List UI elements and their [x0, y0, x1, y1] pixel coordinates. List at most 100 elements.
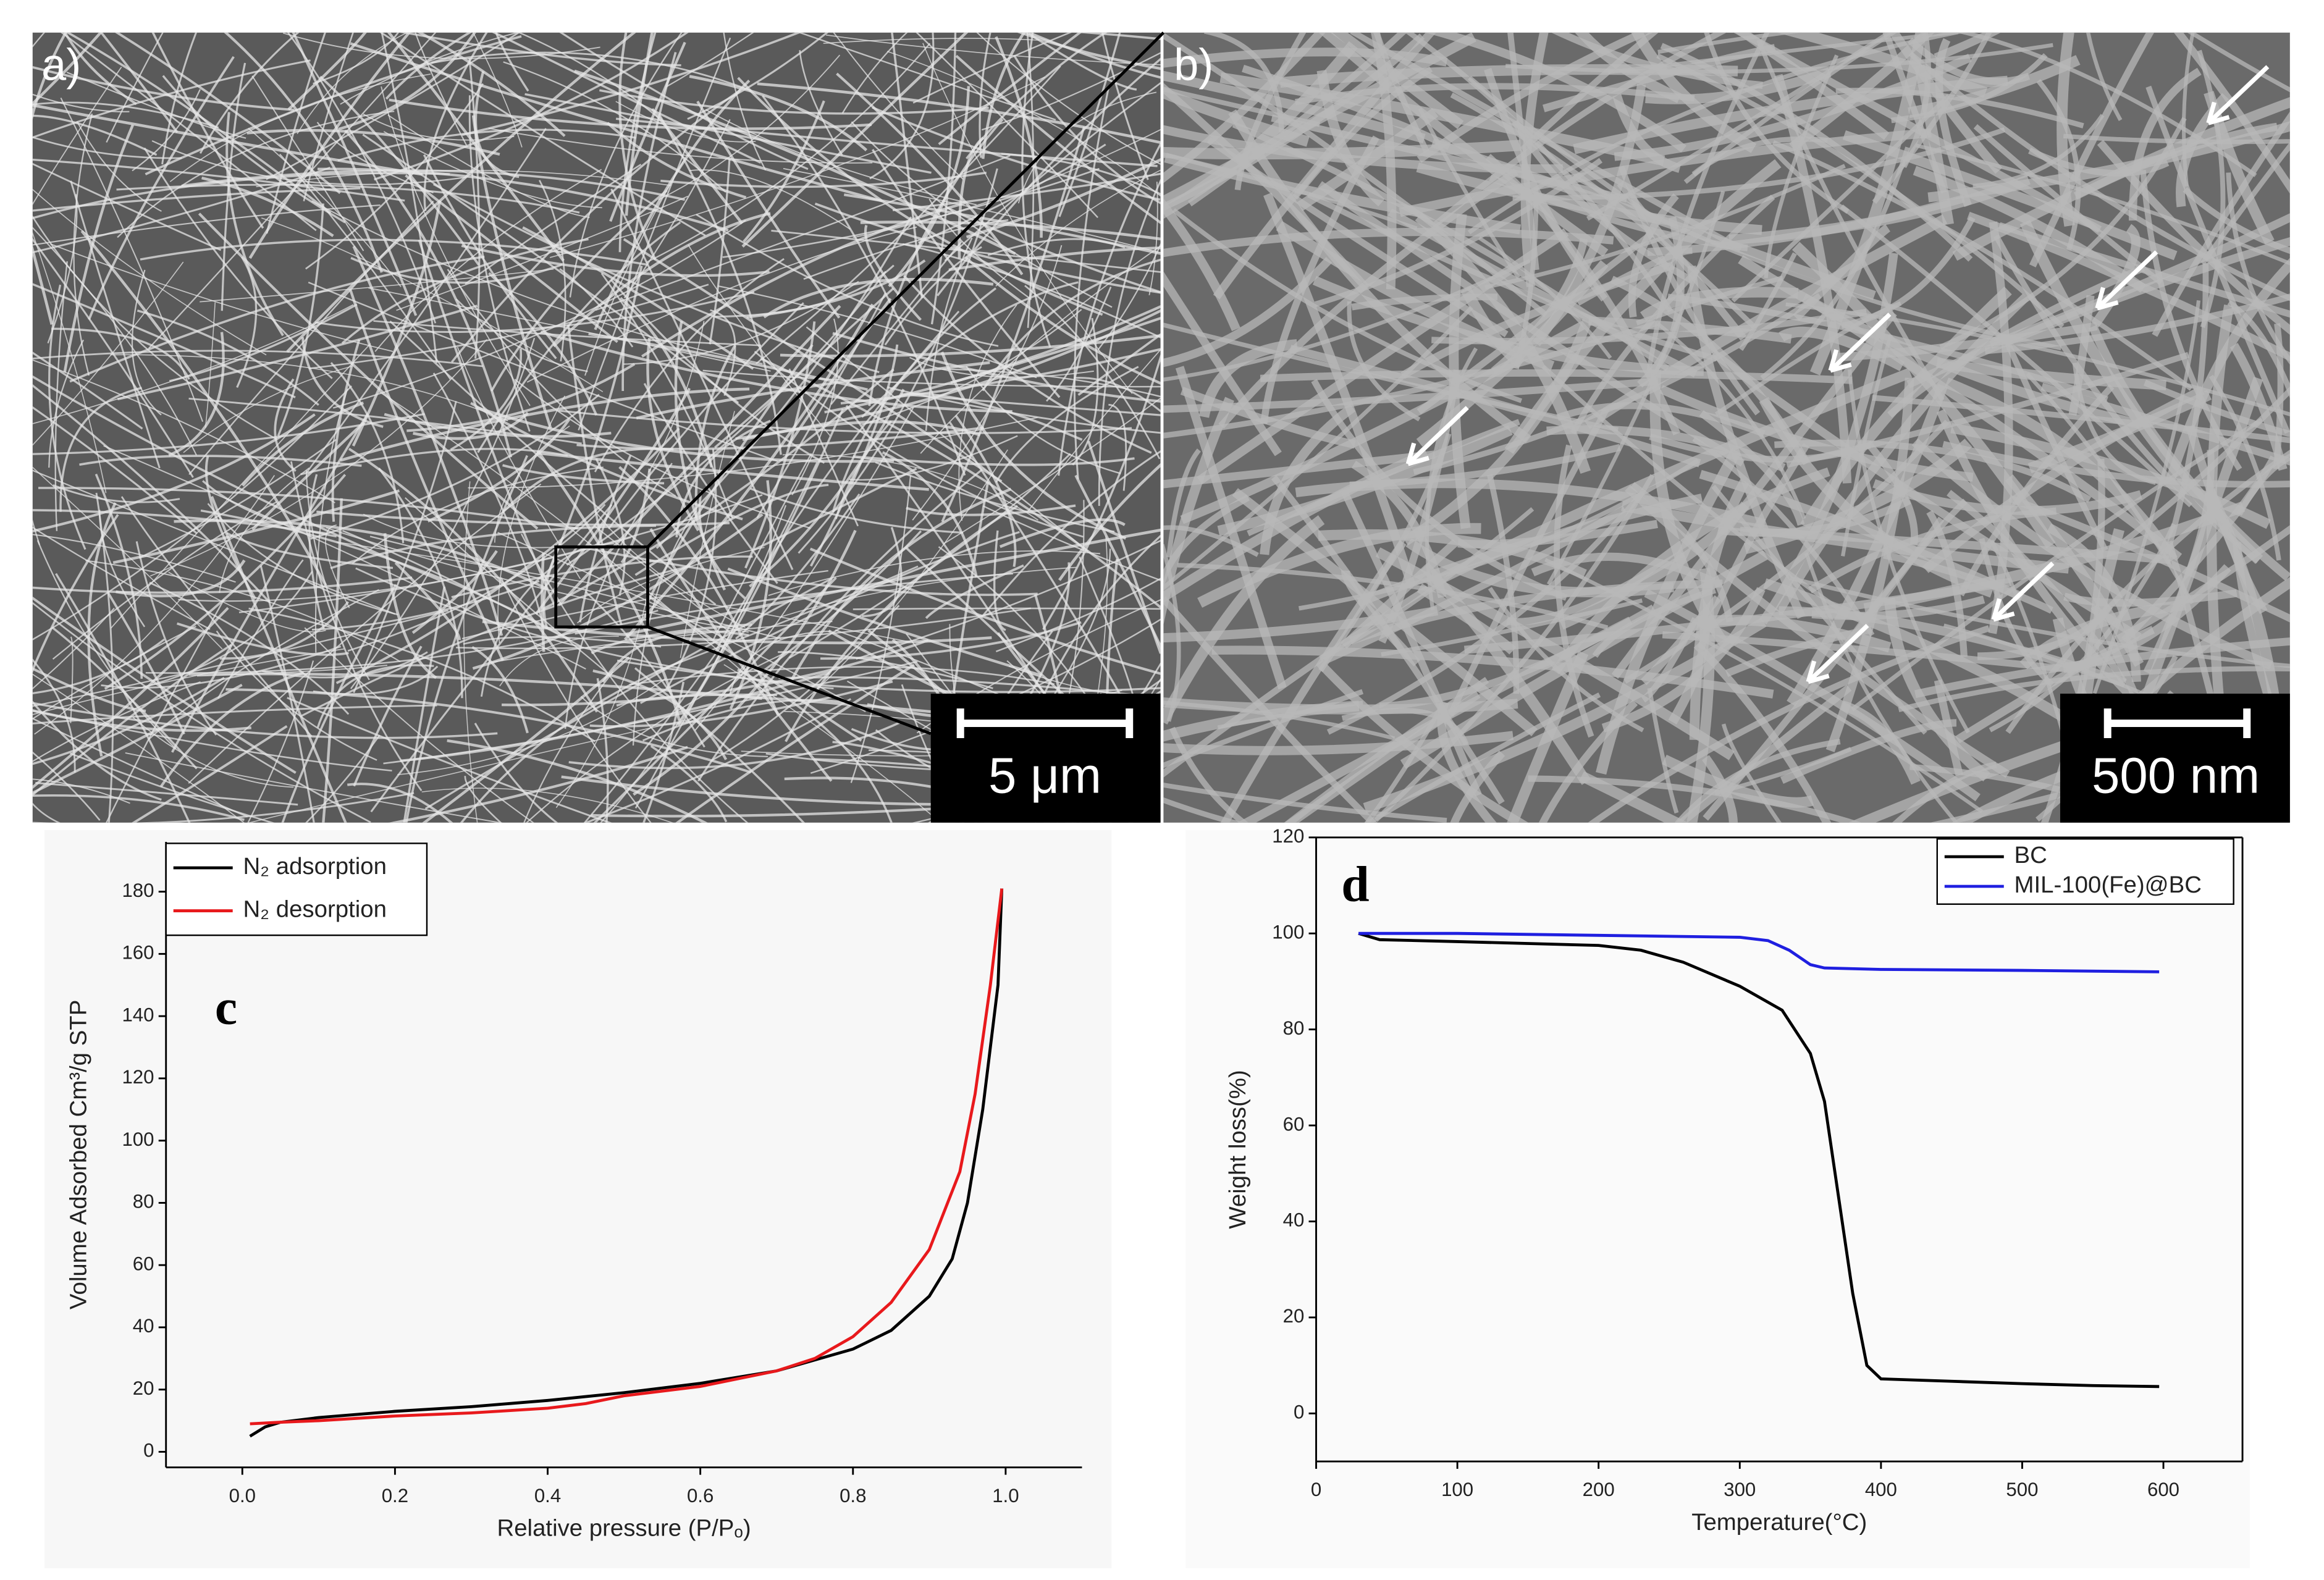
fiber — [1163, 32, 1476, 208]
y-tick-label: 120 — [1272, 825, 1304, 847]
fiber — [722, 167, 1100, 258]
fiber — [32, 626, 196, 720]
fiber — [47, 194, 78, 344]
fiber — [256, 169, 672, 188]
fiber — [1988, 221, 2013, 634]
fiber — [32, 304, 354, 424]
fiber — [424, 577, 833, 810]
fiber — [106, 32, 164, 143]
fiber — [709, 158, 731, 345]
fiber — [555, 583, 650, 809]
fiber — [677, 408, 844, 726]
fiber — [1506, 550, 1685, 626]
y-tick-label: 20 — [133, 1377, 154, 1399]
fiber — [368, 287, 771, 372]
fiber — [1163, 86, 1321, 127]
fiber — [648, 321, 705, 473]
fiber — [313, 32, 400, 85]
fiber — [221, 62, 246, 311]
fiber — [980, 450, 1161, 618]
fiber — [763, 277, 994, 319]
y-tick-label: 40 — [1283, 1209, 1305, 1231]
fiber — [633, 529, 857, 796]
fiber — [219, 467, 310, 593]
fiber — [1163, 140, 1522, 160]
fiber — [609, 41, 686, 222]
legend-label: N₂ desorption — [243, 896, 386, 923]
fiber — [1148, 182, 1158, 296]
fiber — [982, 258, 1161, 392]
fiber — [70, 752, 275, 823]
fiber — [87, 502, 117, 757]
fiber — [32, 792, 415, 823]
fiber — [383, 131, 602, 209]
fiber — [851, 121, 1113, 308]
fiber — [308, 284, 709, 369]
fiber — [655, 565, 919, 673]
fiber — [32, 114, 158, 156]
zoom-line — [646, 32, 1165, 548]
fiber — [79, 455, 362, 467]
fiber — [32, 469, 395, 615]
x-tick-label: 0.0 — [229, 1485, 256, 1506]
fiber — [1163, 271, 1282, 456]
fiber — [149, 581, 350, 715]
fiber — [461, 32, 802, 137]
fiber — [982, 505, 1161, 581]
fiber — [860, 221, 1161, 241]
fiber — [337, 128, 636, 162]
fiber — [943, 397, 1161, 545]
fiber — [1686, 568, 1715, 823]
fiber — [1776, 32, 1988, 98]
fiber — [588, 332, 868, 391]
fiber — [106, 599, 225, 823]
fiber — [216, 630, 377, 761]
fiber — [350, 257, 563, 284]
fiber — [490, 189, 668, 392]
fiber — [63, 32, 137, 106]
fiber — [1013, 54, 1161, 204]
fiber — [32, 681, 201, 762]
fiber — [1417, 32, 1654, 163]
fiber — [768, 550, 1100, 596]
fiber — [132, 89, 201, 172]
fiber — [125, 752, 503, 823]
fiber — [378, 391, 768, 695]
fiber — [1058, 463, 1161, 581]
fiber — [1693, 642, 1832, 823]
x-tick-label: 200 — [1583, 1479, 1615, 1500]
fiber — [117, 305, 478, 401]
fiber — [32, 608, 115, 690]
fiber — [388, 746, 688, 823]
fiber — [305, 734, 381, 823]
fiber — [909, 356, 1094, 378]
fiber — [32, 673, 245, 823]
x-tick-label: 0.4 — [534, 1485, 561, 1506]
fiber — [1588, 316, 1792, 344]
fiber — [32, 244, 54, 325]
fiber — [341, 238, 589, 345]
fiber — [1450, 750, 1505, 823]
fiber — [70, 636, 74, 723]
fiber — [50, 243, 394, 352]
fiber — [1538, 699, 1638, 823]
fiber — [1364, 692, 1601, 823]
fiber — [207, 503, 398, 616]
fiber — [1717, 497, 1911, 537]
fiber — [891, 32, 924, 298]
fiber — [352, 246, 503, 636]
y-tick-label: 60 — [1283, 1113, 1305, 1135]
fiber — [38, 487, 578, 530]
fiber — [266, 32, 521, 180]
fiber — [610, 188, 794, 571]
fiber — [2236, 453, 2290, 516]
fiber — [1914, 637, 2290, 699]
fiber — [942, 368, 1161, 398]
fiber — [1467, 75, 1658, 222]
fiber — [762, 95, 966, 476]
fiber — [849, 435, 1018, 481]
fiber — [54, 261, 68, 531]
fiber — [583, 647, 721, 823]
fiber — [558, 410, 1132, 434]
